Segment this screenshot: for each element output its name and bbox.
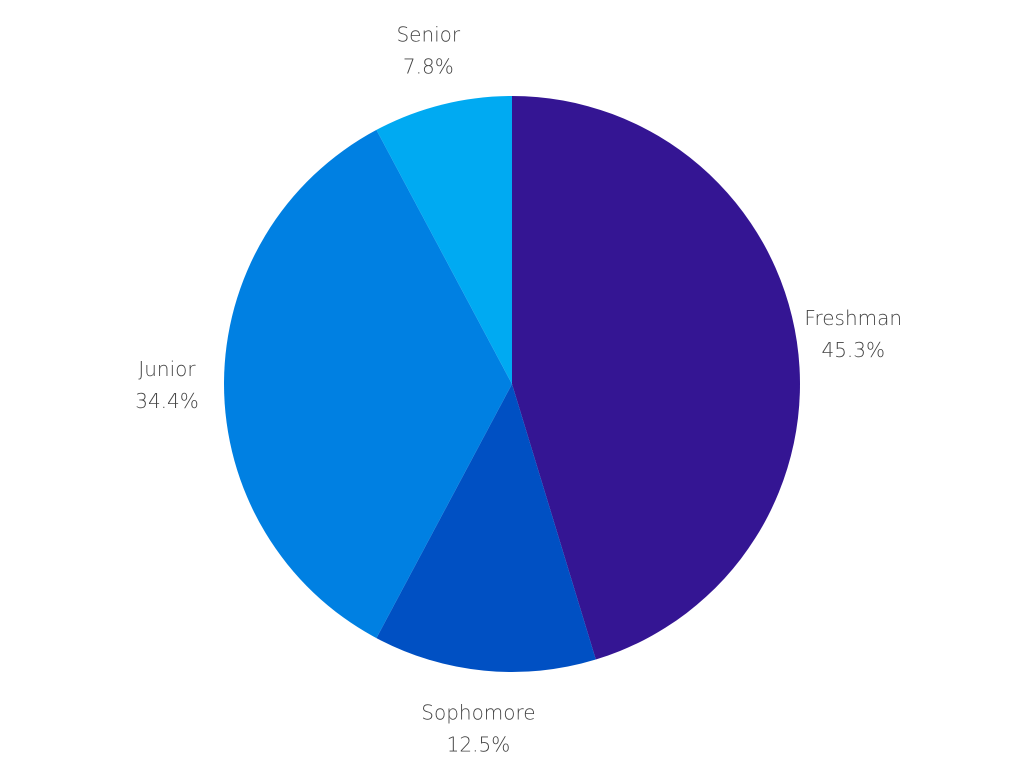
pie-slice-senior bbox=[376, 96, 512, 384]
pie-slice-sophomore bbox=[376, 384, 596, 672]
slice-category-sophomore: Sophomore bbox=[421, 700, 535, 724]
slice-label-freshman: Freshman 45.3% bbox=[804, 306, 902, 362]
pie-slice-freshman bbox=[512, 96, 800, 660]
slice-category-freshman: Freshman bbox=[804, 306, 902, 330]
slice-percent-junior: 34.4% bbox=[135, 389, 199, 413]
pie-labels: Freshman 45.3% Sophomore 12.5% Junior 34.4% Se… bbox=[135, 22, 902, 756]
slice-percent-sophomore: 12.5% bbox=[447, 732, 511, 756]
slice-category-junior: Junior bbox=[138, 357, 196, 381]
slice-label-sophomore: Sophomore 12.5% bbox=[421, 700, 535, 756]
slice-label-junior: Junior 34.4% bbox=[135, 357, 199, 413]
pie-slice-junior bbox=[224, 129, 512, 639]
pie-slices bbox=[224, 96, 800, 672]
slice-percent-freshman: 45.3% bbox=[821, 338, 885, 362]
slice-category-senior: Senior bbox=[396, 22, 460, 46]
slice-label-senior: Senior 7.8% bbox=[396, 22, 460, 78]
slice-percent-senior: 7.8% bbox=[403, 54, 454, 78]
